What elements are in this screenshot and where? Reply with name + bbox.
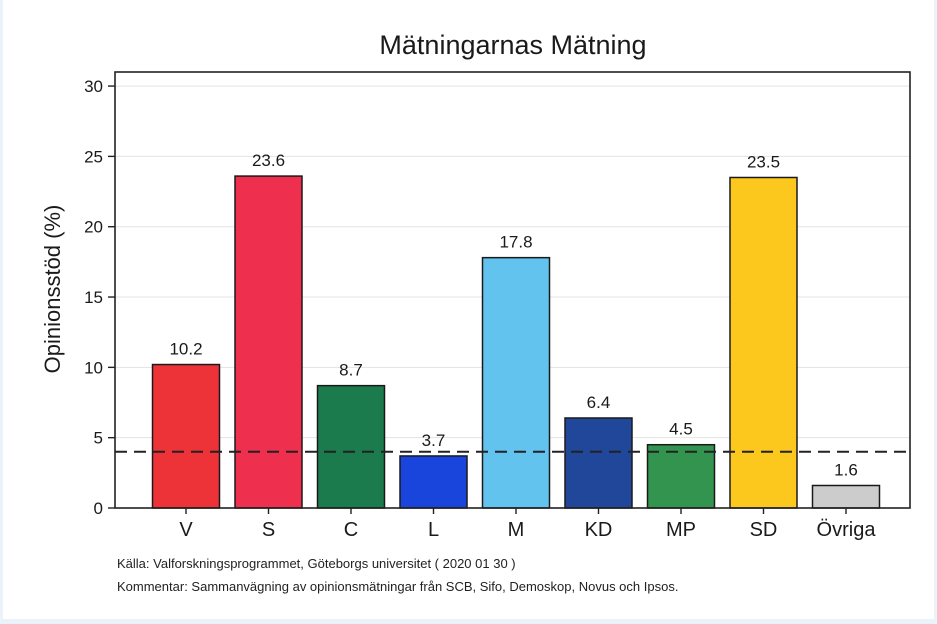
x-tick-label: MP xyxy=(666,519,696,541)
bar-l xyxy=(399,455,468,509)
x-tick-label: M xyxy=(508,519,525,541)
y-tick-label: 20 xyxy=(84,218,103,237)
bar-value-label: 8.7 xyxy=(339,361,363,380)
bar-value-label: 4.5 xyxy=(669,420,693,439)
bar-mp xyxy=(646,443,716,509)
x-tick-label: KD xyxy=(585,519,613,541)
bar-c xyxy=(316,384,386,509)
y-tick-label: 5 xyxy=(94,429,103,448)
y-tick-label: 25 xyxy=(84,147,103,166)
chart-title: Mätningarnas Mätning xyxy=(379,30,646,60)
y-tick-label: 30 xyxy=(84,77,103,96)
footer-comment: Kommentar: Sammanvägning av opinionsmätn… xyxy=(117,579,678,594)
x-tick-label: C xyxy=(344,519,358,541)
x-tick-label: S xyxy=(262,519,275,541)
bar-v xyxy=(151,363,221,509)
bar-value-label: 23.5 xyxy=(747,152,780,171)
bar-övriga xyxy=(811,484,881,509)
bar-value-label: 10.2 xyxy=(169,340,202,359)
x-axis: V S C L M KD MP SD Övriga xyxy=(179,508,876,541)
bar-m xyxy=(481,256,551,509)
x-tick-label: Övriga xyxy=(817,519,877,541)
plot-frame xyxy=(114,71,911,509)
bars xyxy=(151,175,881,509)
bar-s xyxy=(234,175,303,509)
bar-value-label: 6.4 xyxy=(587,393,611,412)
bar-sd xyxy=(729,176,798,509)
bar-kd xyxy=(564,417,633,509)
bar-value-label: 17.8 xyxy=(499,233,532,252)
data-labels: 10.2 23.6 8.7 3.7 17.8 6.4 4.5 23.5 1.6 xyxy=(169,151,857,479)
bar-value-label: 1.6 xyxy=(834,460,858,479)
bar-value-label: 3.7 xyxy=(422,431,446,450)
x-tick-label: L xyxy=(428,519,439,541)
y-tick-label: 15 xyxy=(84,288,103,307)
y-tick-label: 0 xyxy=(94,499,103,518)
y-tick-label: 10 xyxy=(84,358,103,377)
y-axis-label: Opinionsstöd (%) xyxy=(40,205,65,374)
x-tick-label: V xyxy=(179,519,193,541)
bar-value-label: 23.6 xyxy=(252,151,285,170)
bar-chart: Mätningarnas Mätning 0 5 10 15 20 25 30 Opinio… xyxy=(40,30,911,594)
x-tick-label: SD xyxy=(750,519,778,541)
footer-source: Källa: Valforskningsprogrammet, Göteborg… xyxy=(117,556,516,571)
y-axis: 0 5 10 15 20 25 30 xyxy=(84,77,115,518)
